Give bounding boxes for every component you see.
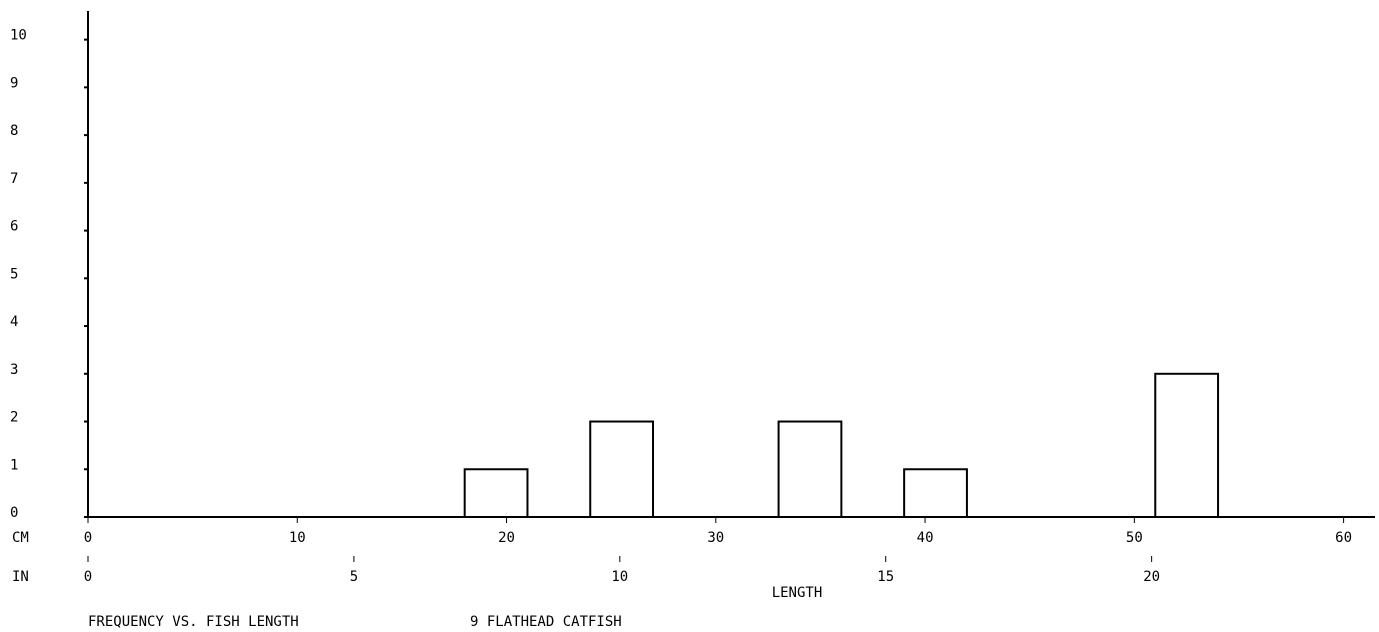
x-tick-label: 50 [1126,530,1143,546]
x-tick-label: 0 [84,530,92,546]
y-tick-label: 5 [10,266,18,282]
y-tick-label: 1 [10,457,18,473]
y-tick-label: 4 [10,314,18,330]
bar [777,420,843,518]
bar [589,420,655,518]
x-tick-label: 30 [707,530,724,546]
y-tick-label: 9 [10,75,18,91]
y-tick-label: 7 [10,171,18,187]
y-tick-label: 8 [10,123,18,139]
x-tick-label: 40 [917,530,934,546]
x2-tick-label: 5 [350,569,358,585]
x-tick-label: 60 [1335,530,1352,546]
x-tick-label: 10 [289,530,306,546]
x-unit-label: CM [12,530,29,546]
x2-tick-label: 15 [877,569,894,585]
x2-tick-label: 0 [84,569,92,585]
y-tick-label: 0 [10,505,18,521]
chart-subtitle: 9 FLATHEAD CATFISH [470,614,622,630]
chart-title: FREQUENCY VS. FISH LENGTH [88,614,299,630]
y-tick-label: 6 [10,219,18,235]
y-tick-label: 10 [10,28,27,44]
x-tick-label: 20 [498,530,515,546]
x-axis-label: LENGTH [772,585,823,601]
bar [463,468,529,519]
bar [903,468,968,519]
bar [1154,372,1220,518]
y-tick-label: 2 [10,410,18,426]
x2-tick-label: 10 [611,569,628,585]
x2-unit-label: IN [12,569,29,585]
x2-tick-label: 20 [1143,569,1160,585]
y-tick-label: 3 [10,362,18,378]
